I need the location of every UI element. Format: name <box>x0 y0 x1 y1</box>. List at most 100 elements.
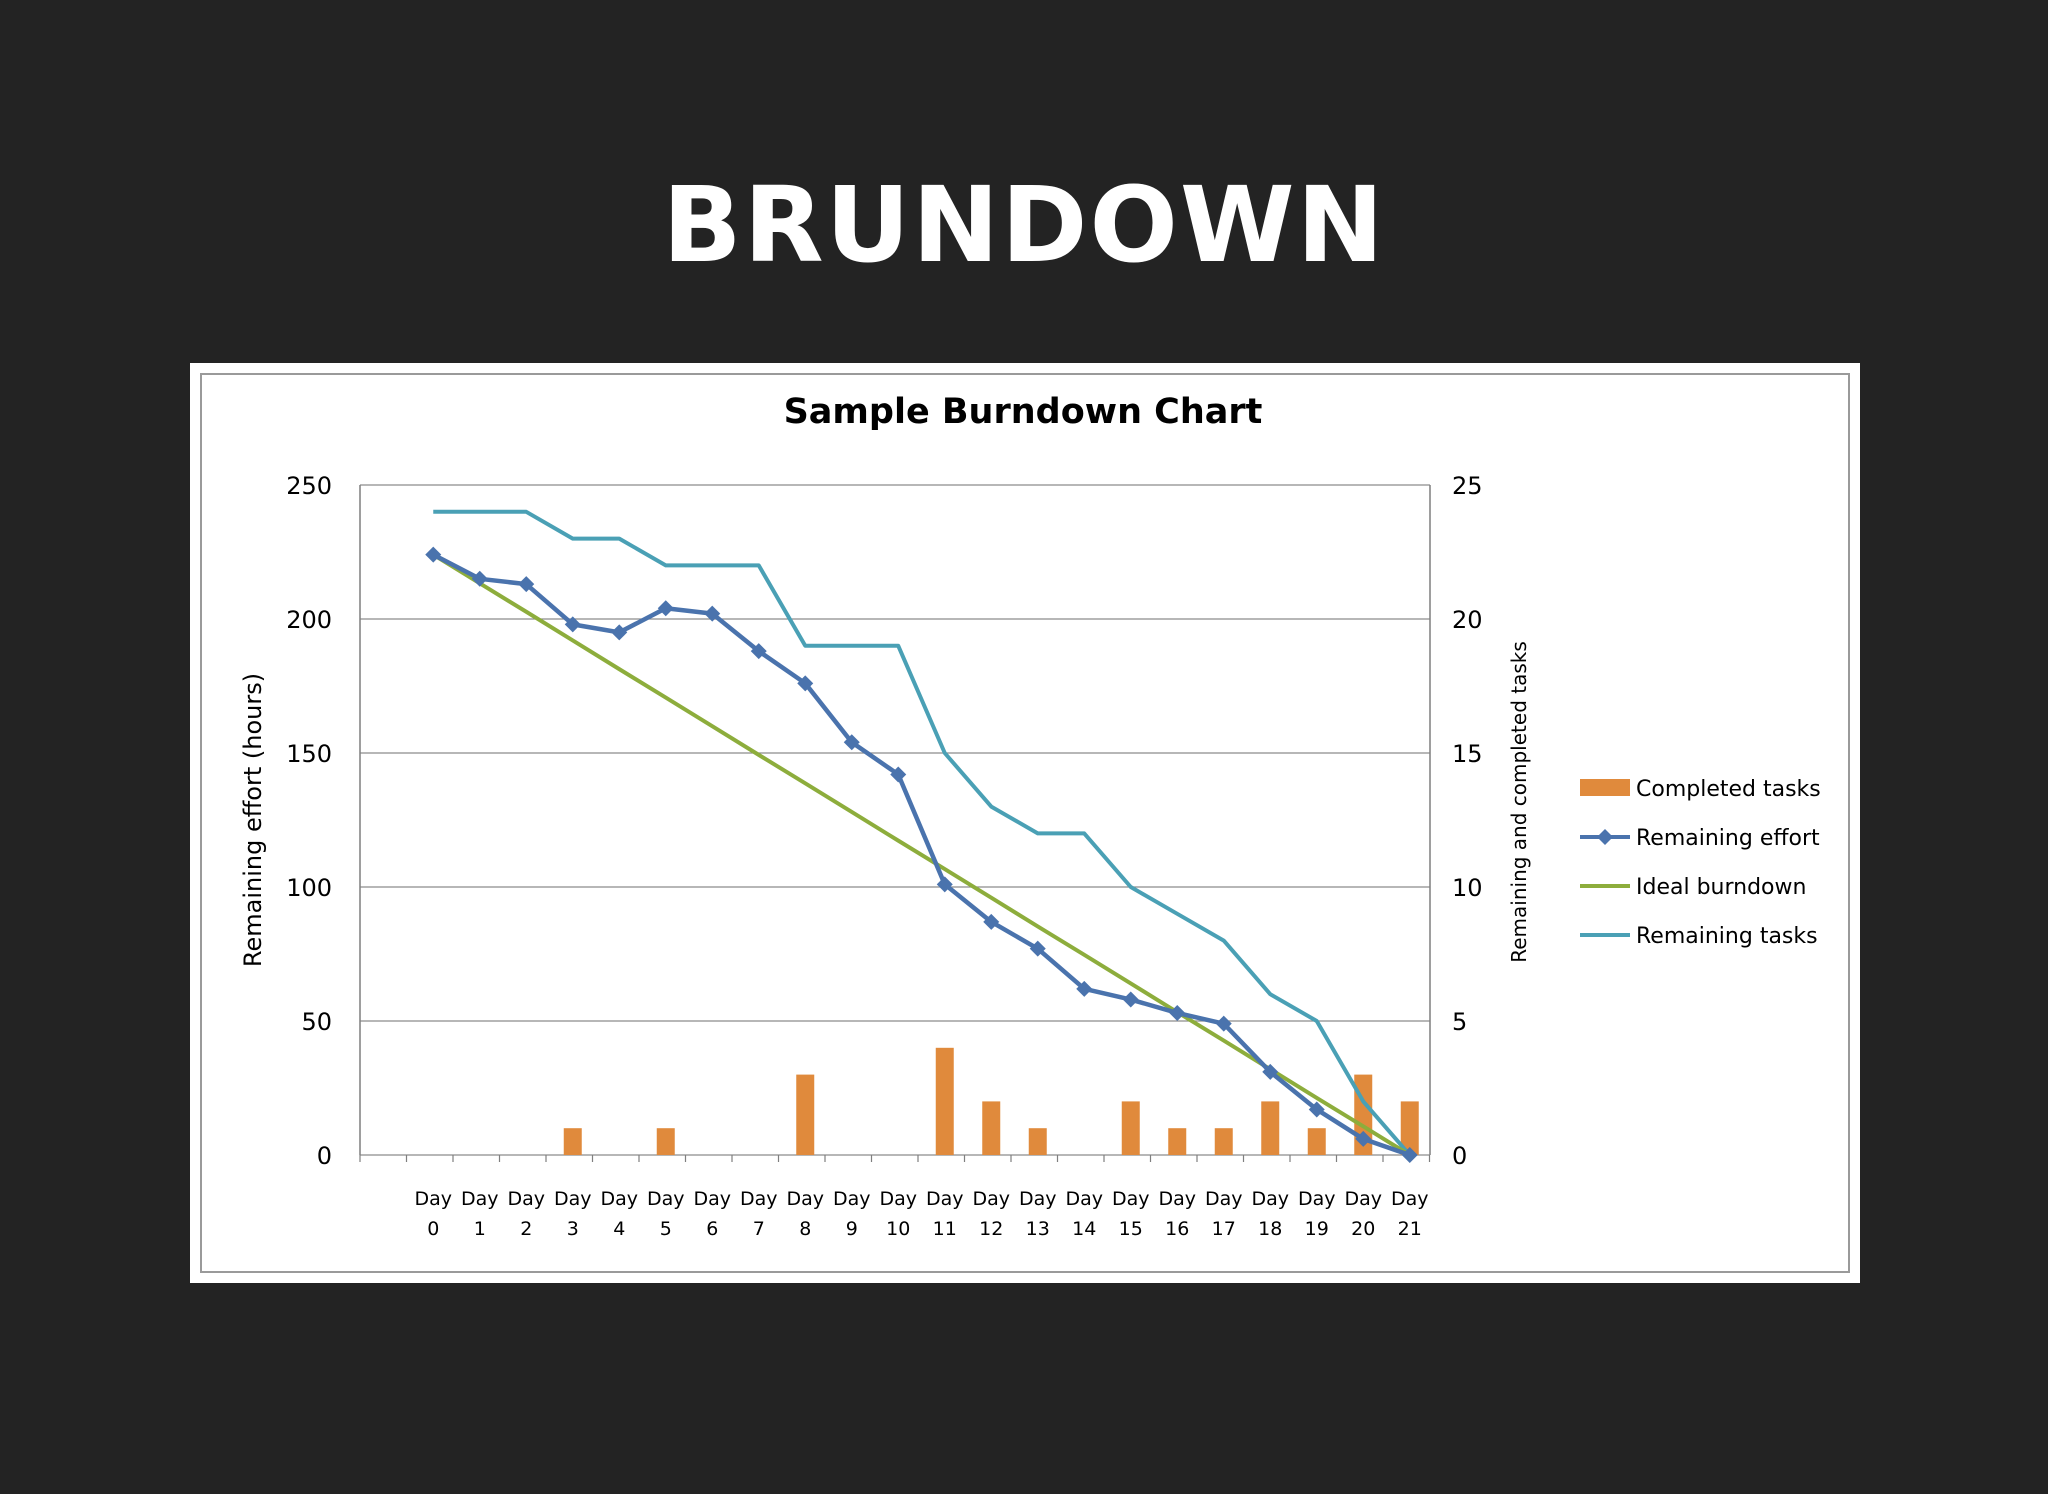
x-tick-label-number: 16 <box>1165 1218 1189 1240</box>
y-right-tick-label: 20 <box>1452 606 1483 634</box>
x-tick-label: Day <box>1344 1188 1382 1210</box>
completed-tasks-bar <box>1168 1128 1187 1155</box>
completed-tasks-bar <box>563 1128 582 1155</box>
x-tick-label: Day <box>693 1188 731 1210</box>
remaining-tasks-line <box>433 509 1412 1157</box>
x-tick-label-number: 15 <box>1119 1218 1143 1240</box>
chart-title: Sample Burndown Chart <box>784 392 1263 432</box>
x-tick-label: Day <box>972 1188 1010 1210</box>
legend-label: Remaining effort <box>1636 826 1820 851</box>
x-tick-label: Day <box>554 1188 592 1210</box>
x-tick-label-number: 7 <box>753 1218 765 1240</box>
y-right-tick-label: 5 <box>1452 1008 1467 1036</box>
x-tick-label-number: 8 <box>799 1218 811 1240</box>
x-tick-label: Day <box>1391 1188 1429 1210</box>
y-right-tick-label: 25 <box>1452 472 1483 500</box>
x-tick-label-number: 5 <box>660 1218 672 1240</box>
x-tick-label-number: 1 <box>474 1218 486 1240</box>
remaining-effort-point <box>797 675 814 692</box>
chart-border <box>200 373 1850 1273</box>
x-tick-label-number: 19 <box>1305 1218 1329 1240</box>
x-tick-label: Day <box>1205 1188 1243 1210</box>
remaining-effort-point <box>1215 1015 1232 1032</box>
completed-tasks-bar <box>935 1047 954 1155</box>
remaining-effort-point <box>425 546 442 563</box>
x-tick-label-number: 4 <box>613 1218 625 1240</box>
x-tick-label-number: 17 <box>1212 1218 1236 1240</box>
remaining-effort-point <box>1308 1101 1325 1118</box>
x-tick-label-number: 21 <box>1398 1218 1422 1240</box>
legend-label: Ideal burndown <box>1636 875 1806 900</box>
x-tick-label-number: 6 <box>706 1218 718 1240</box>
y-left-tick-label: 250 <box>286 472 332 500</box>
remaining-effort-point <box>983 913 1000 930</box>
x-tick-label-number: 11 <box>933 1218 957 1240</box>
x-tick-label: Day <box>1158 1188 1196 1210</box>
x-tick-label-number: 14 <box>1072 1218 1096 1240</box>
x-tick-label-number: 3 <box>567 1218 579 1240</box>
y-left-axis-title: Remaining effort (hours) <box>239 673 267 967</box>
x-tick-label: Day <box>647 1188 685 1210</box>
remaining-effort-point <box>518 576 535 593</box>
completed-tasks-bar <box>1214 1128 1233 1155</box>
remaining-effort-point <box>1355 1130 1372 1147</box>
remaining-effort-point <box>704 605 721 622</box>
completed-tasks-bar <box>1121 1101 1140 1155</box>
x-tick-label: Day <box>1019 1188 1057 1210</box>
y-right-tick-label: 15 <box>1452 740 1483 768</box>
y-right-axis-title: Remaining and completed tasks <box>1507 641 1531 963</box>
x-tick-label: Day <box>507 1188 545 1210</box>
remaining-effort-point <box>1169 1004 1186 1021</box>
y-left-tick-label: 200 <box>286 606 332 634</box>
x-tick-label: Day <box>414 1188 452 1210</box>
x-tick-label: Day <box>786 1188 824 1210</box>
remaining-effort-point <box>1122 991 1139 1008</box>
remaining-effort-point <box>1076 980 1093 997</box>
legend-swatch-completed-tasks <box>1580 779 1630 796</box>
x-tick-label-number: 9 <box>846 1218 858 1240</box>
completed-tasks-bar <box>1028 1128 1047 1155</box>
y-left-tick-label: 0 <box>317 1142 332 1170</box>
x-tick-label-number: 0 <box>427 1218 439 1240</box>
completed-tasks-bar <box>982 1101 1001 1155</box>
x-tick-label-number: 12 <box>979 1218 1003 1240</box>
remaining-effort-point <box>750 643 767 660</box>
remaining-effort-point <box>843 734 860 751</box>
remaining-effort-point <box>611 624 628 641</box>
x-tick-label: Day <box>1112 1188 1150 1210</box>
remaining-effort-point <box>471 570 488 587</box>
remaining-effort-point <box>1262 1063 1279 1080</box>
x-tick-label: Day <box>600 1188 638 1210</box>
x-tick-label-number: 13 <box>1026 1218 1050 1240</box>
completed-tasks-bar <box>1261 1101 1280 1155</box>
completed-tasks-bar <box>1400 1101 1419 1155</box>
remaining-effort-line <box>432 552 1411 1158</box>
x-tick-label: Day <box>740 1188 778 1210</box>
x-tick-label: Day <box>1298 1188 1336 1210</box>
completed-tasks-bar <box>1307 1128 1326 1155</box>
x-tick-label: Day <box>1065 1188 1103 1210</box>
y-right-tick-label: 10 <box>1452 874 1483 902</box>
burndown-chart: Sample Burndown Chart0501001502002500510… <box>239 392 1821 1240</box>
y-right-tick-label: 0 <box>1452 1142 1467 1170</box>
slide-title: BRUNDOWN <box>662 164 1386 286</box>
completed-tasks-bar <box>796 1074 815 1155</box>
y-left-tick-label: 50 <box>301 1008 332 1036</box>
x-tick-label: Day <box>879 1188 917 1210</box>
y-left-tick-label: 100 <box>286 874 332 902</box>
x-tick-label-number: 2 <box>520 1218 532 1240</box>
remaining-effort-point <box>657 600 674 617</box>
x-tick-label: Day <box>926 1188 964 1210</box>
remaining-effort-point <box>890 766 907 783</box>
x-tick-label: Day <box>1251 1188 1289 1210</box>
remaining-effort-point <box>1029 940 1046 957</box>
ideal-burndown-line <box>432 552 1411 1157</box>
remaining-effort-point <box>564 616 581 633</box>
legend-label: Completed tasks <box>1636 777 1821 802</box>
y-left-tick-label: 150 <box>286 740 332 768</box>
x-tick-label: Day <box>833 1188 871 1210</box>
chart-frame: Sample Burndown Chart 0 50 100 150 200 250 0 5 10… <box>190 363 1860 1283</box>
completed-tasks-bar <box>656 1128 675 1155</box>
remaining-effort-point <box>1401 1147 1418 1163</box>
x-tick-label-number: 18 <box>1258 1218 1282 1240</box>
